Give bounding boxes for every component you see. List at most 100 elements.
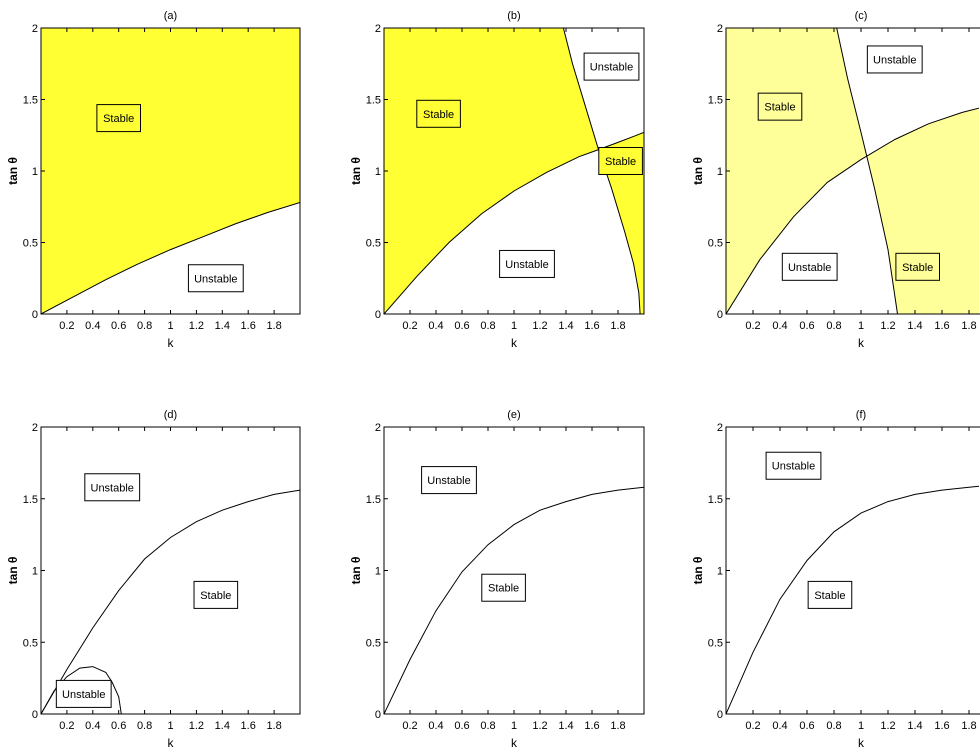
y-tick-label: 1 (32, 166, 38, 178)
y-tick-label: 0.5 (23, 238, 38, 250)
plot-area: Stable Unstable Stable Unstable (384, 28, 644, 314)
panel-title: (c) (855, 10, 868, 22)
boundary-curve-0 (384, 131, 644, 314)
y-tick-label: 0 (32, 709, 38, 721)
x-tick-label: 0.6 (111, 720, 126, 732)
region-label: Stable (416, 99, 461, 128)
boundary-curve-0 (726, 107, 979, 314)
region-label: Unstable (187, 264, 244, 293)
y-tick-label: 2 (375, 23, 381, 35)
region-label-text: Stable (488, 583, 519, 595)
y-tick-label: 0.5 (23, 637, 38, 649)
x-axis-label: k (511, 336, 518, 350)
region-label: Stable (895, 252, 941, 281)
x-tick-label: 1.2 (880, 320, 895, 332)
region-label-text: Unstable (788, 262, 831, 274)
x-tick-label: 0.6 (799, 320, 814, 332)
stable-region-fill (41, 28, 300, 314)
region-label-text: Unstable (505, 259, 548, 271)
x-tick-label: 0.2 (745, 320, 760, 332)
region-label: Unstable (866, 45, 923, 74)
stable-region-fill (836, 103, 979, 314)
x-tick-label: 1.2 (532, 320, 547, 332)
x-tick-label: 1 (511, 320, 517, 332)
x-tick-label: 0.8 (480, 720, 495, 732)
x-tick-label: 1.4 (907, 720, 922, 732)
region-label-box (416, 99, 461, 128)
region-label-text: Unstable (873, 54, 916, 66)
boundary-curve-0 (384, 486, 644, 714)
boundary-curve-0 (41, 489, 300, 714)
y-tick-label: 1 (717, 166, 723, 178)
y-axis-label: tan θ (6, 557, 20, 585)
region-label: Stable (481, 573, 526, 602)
axes-frame (40, 426, 301, 715)
region-label-text: Stable (103, 113, 134, 125)
region-label-text: Unstable (62, 689, 105, 701)
region-label-text: Stable (902, 262, 933, 274)
plot-area: Stable Unstable (41, 28, 300, 314)
region-label: Stable (96, 104, 141, 133)
x-axis-label: k (858, 336, 865, 350)
x-tick-label: 1 (858, 720, 864, 732)
x-axis-label: k (858, 736, 865, 750)
x-tick-label: 1.8 (266, 720, 281, 732)
x-tick-label: 0.4 (772, 720, 787, 732)
panel-title: (b) (507, 10, 520, 22)
x-tick-label: 1.6 (241, 720, 256, 732)
region-label: Unstable (499, 249, 555, 278)
region-label-box (193, 580, 239, 609)
region-label-box (807, 580, 853, 609)
y-tick-label: 0.5 (708, 637, 723, 649)
axes-frame (725, 426, 980, 715)
x-tick-label: 0.2 (745, 720, 760, 732)
region-label: Unstable (55, 679, 112, 708)
x-tick-label: 1.8 (961, 320, 976, 332)
y-tick-label: 1 (717, 566, 723, 578)
y-axis-label: tan θ (691, 157, 705, 185)
x-tick-label: 0.4 (428, 720, 443, 732)
y-tick-label: 1.5 (366, 494, 381, 506)
panel-title: (f) (856, 409, 866, 421)
x-tick-label: 1.4 (215, 720, 230, 732)
region-label-box (583, 52, 640, 81)
x-tick-label: 1.8 (266, 320, 281, 332)
region-label-box (55, 679, 112, 708)
region-label-text: Unstable (590, 62, 633, 74)
x-tick-label: 1 (858, 320, 864, 332)
region-label: Stable (807, 580, 853, 609)
y-tick-label: 0 (32, 309, 38, 321)
y-tick-label: 0.5 (366, 238, 381, 250)
plot-area: Unstable Stable (726, 451, 979, 714)
region-label-box (499, 249, 555, 278)
boundary-curve-0 (726, 485, 979, 714)
boundary-curve-1 (836, 28, 898, 314)
y-tick-label: 0 (375, 709, 381, 721)
region-label-box (421, 466, 477, 495)
x-tick-label: 0.4 (428, 320, 443, 332)
x-tick-label: 0.2 (402, 320, 417, 332)
panel-3: Unstable Stable Unstable 0.2 0.4 0.6 0.8 1 1.2 1.… (6, 409, 301, 750)
panel-title: (e) (507, 409, 520, 421)
x-tick-label: 1 (167, 320, 173, 332)
region-label-text: Stable (605, 156, 636, 168)
x-tick-label: 1.6 (934, 720, 949, 732)
region-label: Unstable (84, 473, 141, 502)
region-label-text: Unstable (194, 273, 237, 285)
x-tick-label: 0.8 (137, 720, 152, 732)
panel-4: Unstable Stable 0.2 0.4 0.6 0.8 1 1.2 1.4 1.6 1.8 0… (349, 409, 645, 750)
x-tick-label: 0.4 (85, 320, 100, 332)
x-axis-label: k (511, 736, 518, 750)
x-tick-label: 1.2 (532, 720, 547, 732)
region-label-box (895, 252, 941, 281)
x-tick-label: 1.4 (215, 320, 230, 332)
region-label: Unstable (583, 52, 640, 81)
region-label-box (765, 451, 822, 480)
x-tick-label: 0.6 (454, 320, 469, 332)
y-axis-label: tan θ (349, 557, 363, 585)
region-label: Unstable (765, 451, 822, 480)
y-tick-label: 2 (717, 422, 723, 434)
x-tick-label: 1 (511, 720, 517, 732)
region-label: Stable (598, 146, 643, 175)
